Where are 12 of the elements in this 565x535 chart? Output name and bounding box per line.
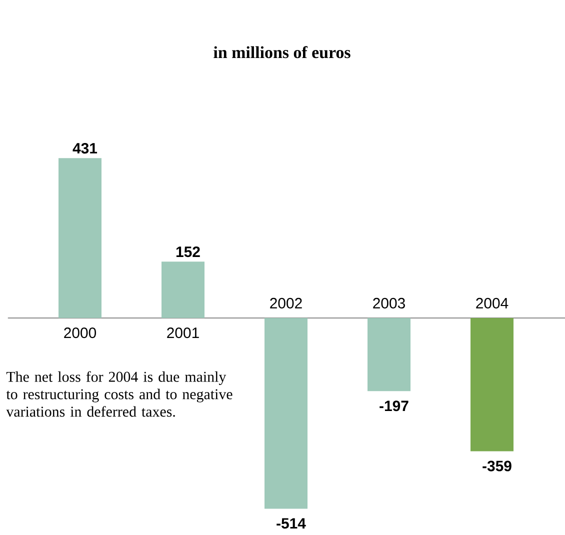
data-label: 152 [176,246,200,258]
data-label: -359 [482,460,512,472]
x-tick-label: 2001 [167,328,199,338]
data-label: -514 [276,518,306,529]
chart-title: in millions of euros [214,46,350,58]
data-label: 431 [72,142,98,154]
x-tick-label: 2000 [64,328,96,338]
annotation: The net loss for 2004 is due mainly to restructuring costs and to negative variations in deferred taxes. [6,371,232,417]
data-label: -197 [380,400,408,412]
x-tick-label: 2004 [476,298,508,308]
x-tick-label: 2003 [373,298,405,308]
x-tick-label: 2002 [270,298,302,308]
